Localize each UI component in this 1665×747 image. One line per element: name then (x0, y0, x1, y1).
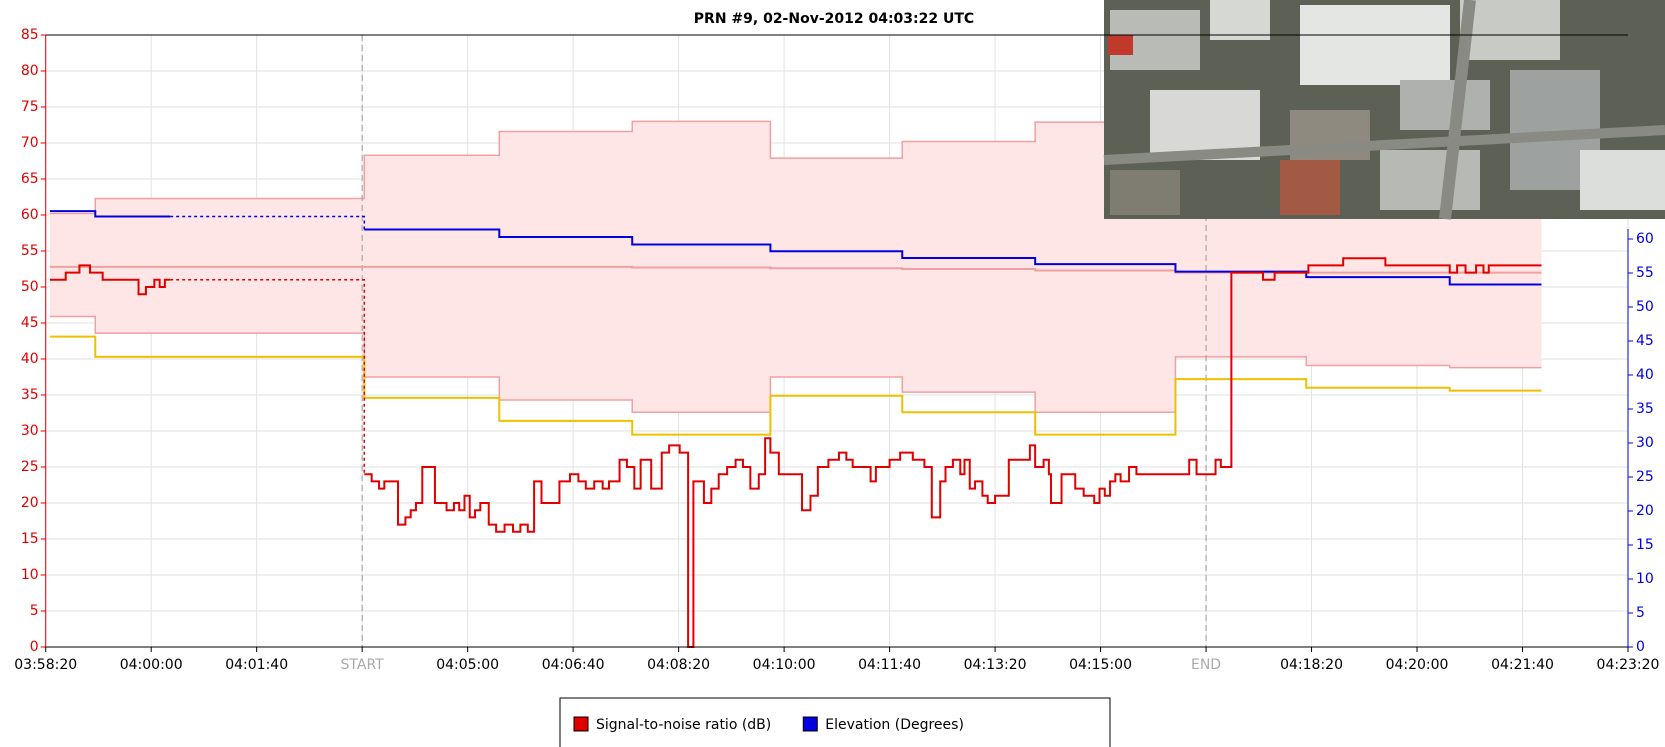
y-tick-label: 70 (21, 135, 39, 151)
image-road (1103, 125, 1665, 165)
y-tick-label: 45 (21, 315, 39, 331)
y2-tick-label: 35 (1636, 401, 1654, 417)
y2-tick-label: 10 (1636, 571, 1654, 587)
x-tick-label: 04:06:40 (542, 657, 605, 673)
satellite-image (1103, 0, 1665, 220)
y-tick-label: 75 (21, 99, 39, 115)
y2-tick-label: 55 (1636, 265, 1654, 281)
x-tick-label: 04:18:20 (1280, 657, 1343, 673)
image-block (1210, 0, 1270, 40)
x-tick-label: 04:01:40 (225, 657, 288, 673)
image-block (1400, 80, 1490, 130)
y-tick-label: 40 (21, 351, 39, 367)
y2-tick-label: 60 (1636, 231, 1654, 247)
image-block (1300, 5, 1450, 85)
image-block (1110, 170, 1180, 215)
x-tick-label: 04:15:00 (1069, 657, 1132, 673)
legend-swatch (573, 716, 589, 732)
y2-tick-label: 45 (1636, 333, 1654, 349)
y2-tick-label: 15 (1636, 537, 1654, 553)
y2-tick-label: 50 (1636, 299, 1654, 315)
series-line (364, 257, 1542, 648)
image-road (1439, 0, 1476, 220)
y-tick-label: 10 (21, 567, 39, 583)
x-tick-label: 04:10:00 (753, 657, 816, 673)
x-tick-label: 04:08:20 (647, 657, 710, 673)
gap-bridge (170, 279, 366, 475)
x-tick-label: 04:00:00 (120, 657, 183, 673)
gap-bridge (170, 215, 366, 230)
y-tick-label: 65 (21, 171, 39, 187)
series-line (364, 228, 1542, 286)
y2-tick-label: 25 (1636, 469, 1654, 485)
y2-tick-label: 40 (1636, 367, 1654, 383)
legend-label: Elevation (Degrees) (825, 717, 964, 733)
x-tick-label: 04:21:40 (1491, 657, 1554, 673)
series-line (49, 335, 1542, 436)
x-tick-label: 03:58:20 (14, 657, 77, 673)
band-edge (49, 315, 1542, 414)
y-tick-label: 0 (30, 639, 39, 655)
y-tick-label: 80 (21, 63, 39, 79)
x-tick-label: 04:11:40 (858, 657, 921, 673)
image-block (1380, 150, 1480, 210)
x-tick-label: 04:13:20 (964, 657, 1027, 673)
y-tick-label: 55 (21, 243, 39, 259)
y-tick-label: 25 (21, 459, 39, 475)
x-tick-label: START (341, 657, 385, 673)
x-tick-label: 04:20:00 (1386, 657, 1449, 673)
image-block (1580, 150, 1665, 210)
y2-tick-label: 0 (1636, 639, 1645, 655)
chart-title: PRN #9, 02-Nov-2012 04:03:22 UTC (694, 11, 974, 27)
y2-tick-label: 30 (1636, 435, 1654, 451)
image-block (1280, 160, 1340, 215)
y2-tick-label: 20 (1636, 503, 1654, 519)
legend-swatch (802, 716, 818, 732)
y-tick-label: 15 (21, 531, 39, 547)
x-tick-label: END (1191, 657, 1221, 673)
image-block (1460, 0, 1560, 60)
y2-tick-label: 5 (1636, 605, 1645, 621)
y-tick-label: 5 (30, 603, 39, 619)
image-block (1108, 35, 1133, 55)
series-line (49, 264, 171, 296)
y-tick-label: 35 (21, 387, 39, 403)
legend-label: Signal-to-noise ratio (dB) (596, 717, 771, 733)
y-tick-label: 50 (21, 279, 39, 295)
x-tick-label: 04:05:00 (436, 657, 499, 673)
y-tick-label: 20 (21, 495, 39, 511)
y-tick-label: 85 (21, 27, 39, 43)
y-tick-label: 60 (21, 207, 39, 223)
series-line (49, 210, 171, 218)
legend-box (559, 697, 1111, 747)
x-tick-label: 04:23:20 (1597, 657, 1660, 673)
y-tick-label: 30 (21, 423, 39, 439)
